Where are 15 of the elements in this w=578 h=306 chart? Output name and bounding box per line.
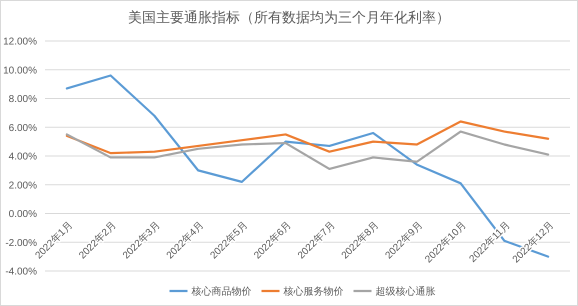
y-tick-label: -2.00%	[5, 238, 38, 249]
y-tick-label: 12.00%	[3, 36, 38, 48]
chart-title: 美国主要通胀指标（所有数据均为三个月年化利率）	[128, 9, 450, 25]
y-tick-label: 8.00%	[8, 94, 38, 105]
y-tick-label: 10.00%	[3, 65, 38, 76]
y-tick-label: 4.00%	[8, 152, 38, 162]
legend-label: 超级核心通胀	[376, 286, 436, 298]
y-tick-label: -4.00%	[5, 266, 38, 278]
legend-label: 核心商品物价	[190, 286, 252, 298]
legend-label: 核心服务物价	[282, 286, 344, 298]
line-series	[66, 120, 550, 154]
y-tick-label: 6.00%	[8, 122, 38, 134]
y-tick-label: 0.00%	[8, 209, 38, 220]
y-tick-label: 2.00%	[8, 180, 38, 192]
line-series	[66, 130, 550, 170]
